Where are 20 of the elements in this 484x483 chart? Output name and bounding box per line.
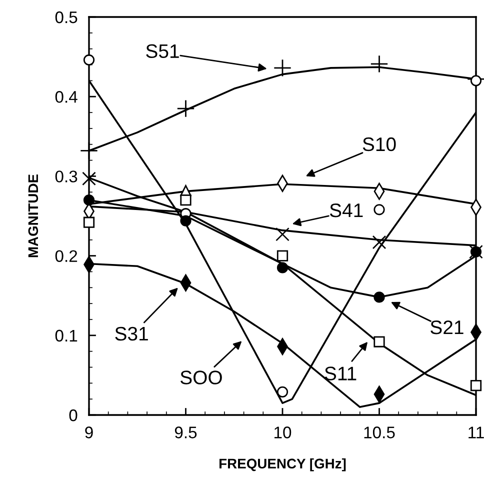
y-tick-label: 0.3: [55, 170, 78, 182]
y-tick-label: 0.4: [55, 91, 78, 103]
x-tick-label: 11: [468, 426, 484, 438]
annotation: S21: [430, 320, 464, 334]
y-axis-title: MAGNITUDE: [28, 174, 38, 258]
annotation: S51: [146, 44, 179, 58]
y-tick-label: 0.2: [55, 250, 78, 262]
y-tick-label: 0.1: [55, 330, 78, 342]
annotation: S10: [362, 137, 396, 152]
x-axis-title: FREQUENCY [GHz]: [220, 458, 346, 472]
x-tick-label: 10.5: [364, 426, 395, 438]
x-tick-label: 9.5: [174, 426, 197, 438]
x-tick-label: 10: [274, 426, 292, 438]
annotation: S31: [115, 326, 148, 341]
annotation: S41: [330, 203, 363, 218]
x-tick-label: 9: [85, 426, 93, 438]
annotation: S11: [324, 366, 356, 380]
y-tick-label: 0: [69, 409, 78, 422]
annotation: SOO: [180, 370, 222, 384]
y-tick-label: 0.5: [55, 11, 78, 24]
